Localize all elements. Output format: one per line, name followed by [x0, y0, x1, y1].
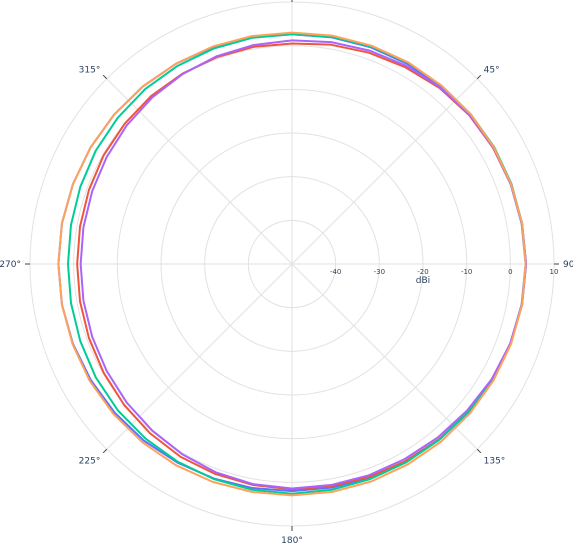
angular-tick-label-7: 315°: [79, 65, 101, 75]
angular-tick-label-3: 135°: [484, 457, 506, 467]
grid-spoke-3: [291, 263, 478, 450]
angular-tick-3: [476, 448, 482, 454]
angular-tick-1: [476, 74, 482, 80]
grid-spoke-5: [106, 263, 293, 450]
angular-tick-labels: 45° 90° 135° 180° 225° 270° 315°: [0, 65, 573, 544]
grid-spoke-7: [106, 78, 293, 265]
grid-spoke-1: [291, 78, 478, 265]
radial-tick-label-4: 0: [508, 268, 512, 276]
angular-tick-5: [102, 448, 108, 454]
angular-tick-label-4: 180°: [281, 536, 303, 544]
series-line-4: [57, 31, 527, 497]
radial-tick-label-0: -40: [330, 268, 341, 276]
angular-tick-label-1: 45°: [484, 65, 500, 75]
angular-tick-label-2: 90°: [563, 260, 573, 270]
radial-tick-labels: -40 -30 -20 -10 0 10: [330, 268, 559, 276]
radial-axis-unit-label: dBi: [416, 276, 430, 286]
radial-tick-label-1: -30: [374, 268, 385, 276]
angular-tick-7: [102, 74, 108, 80]
radial-tick-label-5: 10: [550, 268, 559, 276]
angular-ticks: [25, 0, 559, 531]
series-traces: [57, 31, 528, 497]
angular-tick-label-5: 225°: [79, 457, 101, 467]
radial-tick-label-3: -10: [461, 268, 472, 276]
angular-tick-label-6: 270°: [0, 260, 21, 270]
angular-grid: [30, 2, 554, 526]
radial-tick-label-2: -20: [417, 268, 428, 276]
